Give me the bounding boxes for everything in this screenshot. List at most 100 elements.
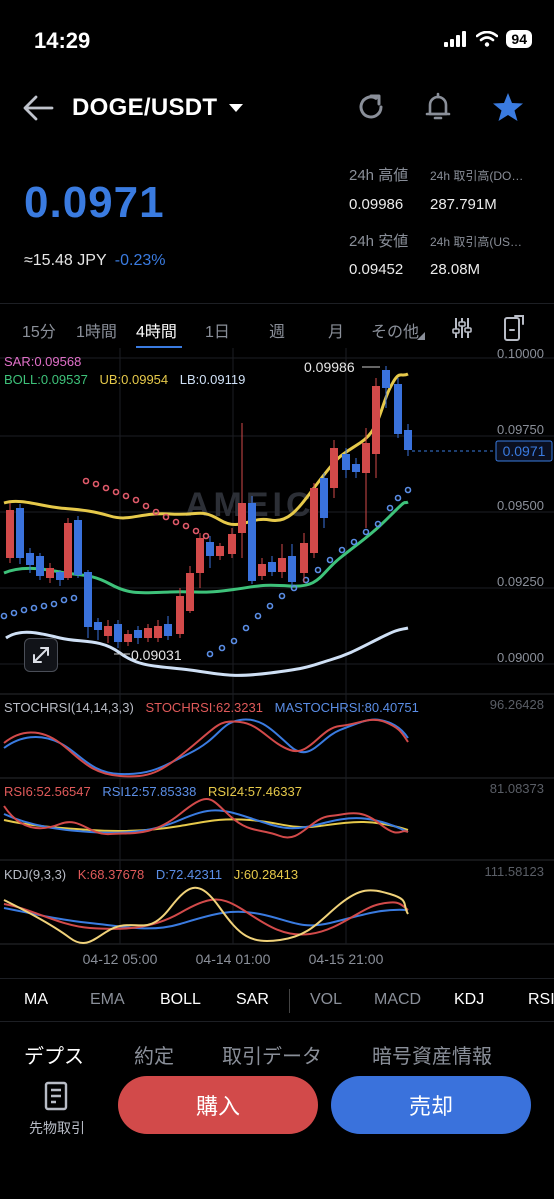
kdj-k-line	[3, 898, 409, 936]
kdj-d-line	[3, 907, 409, 930]
time-axis-label: 04-12 05:00	[83, 951, 158, 967]
candles	[6, 366, 412, 648]
tab-depth[interactable]: デプス	[24, 1046, 84, 1068]
tab-trade-data[interactable]: 取引データ	[222, 1046, 322, 1068]
timeframe-4h[interactable]: 4時間	[136, 324, 177, 341]
timeframe-week[interactable]: 週	[269, 324, 286, 341]
sar-dots	[0, 477, 412, 658]
bell-icon[interactable]	[421, 90, 455, 124]
current-price-tag	[495, 440, 553, 462]
current-price-text: 0.0971	[503, 443, 546, 459]
back-arrow-icon[interactable]	[20, 92, 56, 124]
indicator-separator	[289, 989, 290, 1013]
kdj-j-line	[3, 886, 409, 944]
price-change: -0.23%	[114, 252, 166, 269]
refresh-icon[interactable]	[354, 90, 388, 124]
indicator-tab-kdj[interactable]: KDJ	[454, 991, 485, 1008]
battery-indicator: 94	[506, 30, 532, 48]
timeframe-month[interactable]: 月	[328, 324, 345, 341]
status-time: 14:29	[34, 28, 91, 53]
kdj-d-value: D:72.42311	[155, 867, 223, 882]
candlestick-chart[interactable]: AMEIC	[0, 348, 554, 976]
indicator-tab-boll[interactable]: BOLL	[160, 991, 201, 1008]
rsi12-line	[3, 809, 409, 834]
sar-legend: SAR:0.09568	[4, 354, 89, 369]
timeframe-15m[interactable]: 15分	[22, 324, 56, 341]
last-price: 0.0971	[24, 178, 165, 227]
low-value: 0.09452	[349, 261, 404, 278]
futures-trade-button[interactable]: 先物取引	[22, 1080, 92, 1140]
high-marker: 0.09986	[304, 359, 355, 375]
futures-icon	[44, 1081, 68, 1111]
favorite-star-icon[interactable]	[491, 90, 525, 124]
boll-value: BOLL:0.09537	[4, 372, 88, 387]
indicator-tab-sar[interactable]: SAR	[236, 991, 269, 1008]
tab-asset-info[interactable]: 暗号資産情報	[372, 1046, 492, 1068]
kdj-max-label: 111.58123	[484, 864, 544, 879]
sell-button[interactable]: 売却	[331, 1076, 531, 1134]
rsi-max-label: 81.08373	[490, 781, 544, 796]
tab-trades[interactable]: 約定	[134, 1046, 174, 1068]
ub-value: UB:0.09954	[99, 372, 169, 387]
rsi-legend: RSI6:52.56547 RSI12:57.85338 RSI24:57.46…	[4, 784, 310, 799]
timeframe-bar: 15分 1時間 4時間 1日 週 月 その他	[0, 306, 554, 348]
status-bar: 14:29 94	[0, 0, 554, 80]
timeframe-1d[interactable]: 1日	[205, 324, 230, 341]
fiat-currency: JPY	[77, 252, 107, 269]
futures-label: 先物取引	[29, 1120, 85, 1136]
stochrsi-line	[3, 718, 409, 778]
lb-value: LB:0.09119	[179, 372, 246, 387]
approx-fiat-value: ≈15.48	[24, 252, 73, 269]
time-axis-label: 04-15 21:00	[309, 951, 384, 967]
rsi12-value: RSI12:57.85338	[102, 784, 197, 799]
low-label: 24h 安値	[349, 233, 409, 250]
indicator-tab-rsi[interactable]: RSI	[528, 991, 554, 1008]
kdj-k-value: K:68.37678	[77, 867, 145, 882]
boll-legend: BOLL:0.09537 UB:0.09954 LB:0.09119	[4, 372, 253, 387]
pair-title[interactable]: DOGE/USDT	[72, 94, 218, 121]
timeframe-1h[interactable]: 1時間	[76, 324, 117, 341]
price-axis-label: 0.09500	[497, 498, 544, 513]
volume-base-value: 287.791M	[430, 196, 497, 213]
price-axis-label: 0.09750	[497, 422, 544, 437]
rsi24-line	[3, 818, 409, 832]
price-fiat: ≈15.48 JPY -0.23%	[24, 252, 166, 270]
low-marker: 0.09031	[131, 647, 182, 663]
boll-lower-line	[5, 626, 409, 677]
status-icons: 94	[444, 30, 532, 48]
indicator-tab-macd[interactable]: MACD	[374, 991, 422, 1008]
divider	[0, 303, 554, 304]
rsi24-value: RSI24:57.46337	[207, 784, 302, 799]
price-axis-label: 0.09250	[497, 574, 544, 589]
rotate-screen-icon[interactable]	[502, 314, 526, 342]
sar-value: SAR:0.09568	[4, 354, 82, 369]
high-label: 24h 高値	[349, 167, 409, 184]
volume-quote-value: 28.08M	[430, 261, 481, 278]
price-axis-label: 0.09000	[497, 650, 544, 665]
bottom-tabs: デプス 約定 取引データ 暗号資産情報	[0, 1038, 554, 1070]
chart-area[interactable]: AMEIC	[0, 348, 554, 976]
expand-chart-button[interactable]	[24, 638, 58, 672]
nav-bar: DOGE/USDT	[0, 84, 554, 132]
buy-button[interactable]: 購入	[118, 1076, 318, 1134]
volume-quote-label: 24h 取引高(US…	[430, 235, 523, 249]
time-axis-label: 04-14 01:00	[196, 951, 271, 967]
indicator-tab-ma[interactable]: MA	[24, 991, 48, 1008]
rsi-panel: 81.08373	[3, 781, 544, 839]
kdj-title: KDJ(9,3,3)	[4, 867, 67, 882]
rsi6-value: RSI6:52.56547	[4, 784, 91, 799]
indicator-tabs: MA EMA BOLL SAR VOL MACD KDJ RSI	[0, 978, 554, 1022]
wifi-icon	[476, 31, 499, 47]
caret-down-icon[interactable]	[228, 102, 244, 114]
rsi6-line	[3, 798, 409, 839]
indicator-tab-vol[interactable]: VOL	[310, 991, 343, 1008]
stochrsi-panel: 96.26428	[3, 697, 544, 778]
grid-lines	[0, 348, 554, 945]
kdj-legend: KDJ(9,3,3) K:68.37678 D:72.42311 J:60.28…	[4, 867, 306, 882]
mastochrsi-value: MASTOCHRSI:80.40751	[274, 700, 419, 715]
indicator-settings-icon[interactable]	[450, 316, 474, 340]
timeframe-more[interactable]: その他	[371, 324, 420, 341]
kdj-panel: 111.58123	[3, 864, 544, 944]
volume-base-label: 24h 取引高(DO…	[430, 169, 524, 183]
indicator-tab-ema[interactable]: EMA	[90, 991, 125, 1008]
